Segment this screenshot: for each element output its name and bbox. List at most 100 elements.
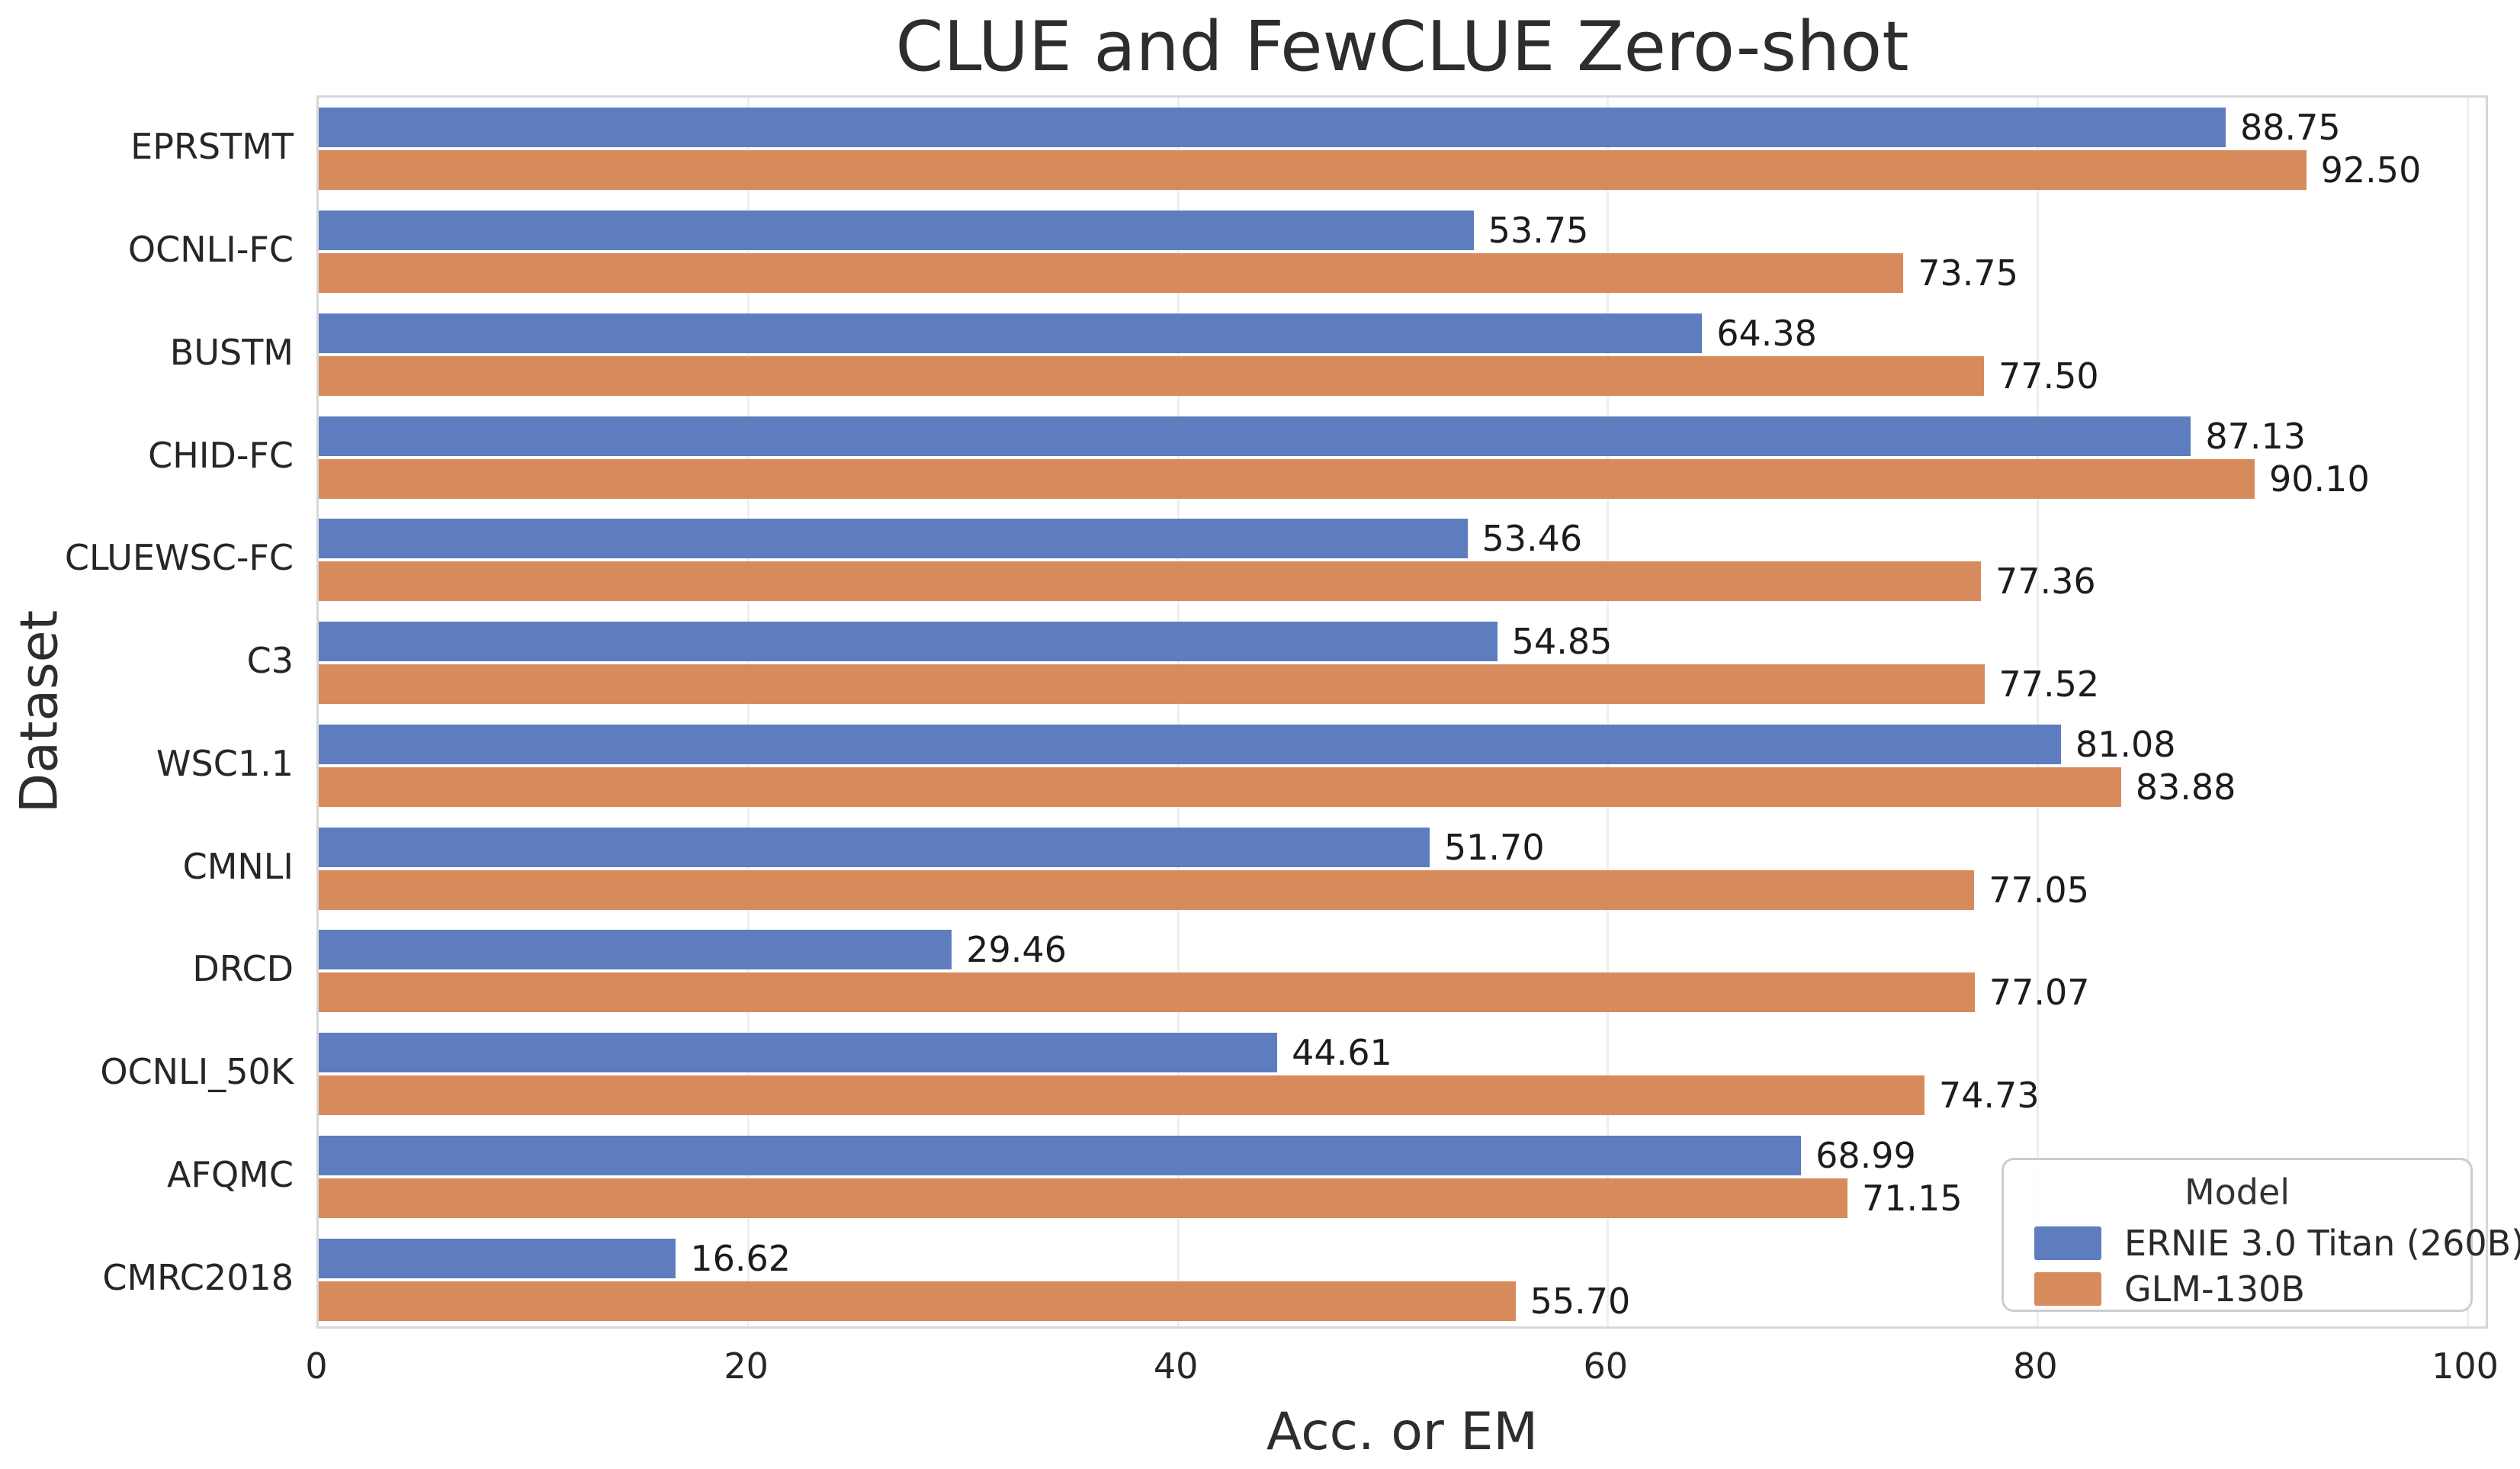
bar-ERNIE 3.0 Titan (260B): [319, 930, 952, 970]
bar-line: 73.75: [319, 252, 2486, 294]
bar-value-label: 73.75: [1918, 252, 2018, 294]
gridline-x-40: [1177, 98, 1180, 1326]
ytick-CMNLI: CMNLI: [182, 845, 294, 887]
bar-group-CLUEWSC-FC: 53.46 77.36: [319, 509, 2486, 612]
bar-line: 55.70: [319, 1281, 2486, 1321]
bar-group-AFQMC: 68.99 71.15: [319, 1126, 2486, 1229]
ytick-DRCD: DRCD: [192, 948, 294, 990]
ytick-CLUEWSC-FC: CLUEWSC-FC: [64, 537, 294, 579]
bar-GLM-130B: [319, 561, 1981, 602]
bar-line: 64.38: [319, 313, 2486, 353]
bar-group-OCNLI-FC: 53.75 73.75: [319, 201, 2486, 304]
bar-GLM-130B: [319, 458, 2255, 499]
bar-line: 74.73: [319, 1075, 2486, 1117]
bar-group-C3: 54.85 77.52: [319, 612, 2486, 715]
bar-GLM-130B: [319, 253, 1904, 294]
bar-line: 87.13: [319, 416, 2486, 456]
bar-GLM-130B: [319, 664, 1985, 705]
bar-line: 44.61: [319, 1032, 2486, 1074]
bar-GLM-130B: [319, 870, 1975, 910]
bar-value-label: 77.07: [1989, 972, 2090, 1014]
bar-value-label: 87.13: [2205, 415, 2307, 457]
bar-GLM-130B: [319, 972, 1975, 1013]
bar-ERNIE 3.0 Titan (260B): [319, 724, 2061, 764]
ytick-WSC1.1: WSC1.1: [156, 742, 294, 784]
bar-value-label: 77.50: [1998, 355, 2099, 397]
bar-line: 53.75: [319, 210, 2486, 252]
bar-group-EPRSTMT: 88.75 92.50: [319, 98, 2486, 201]
gridline-x-100: [2466, 98, 2469, 1326]
ytick-CMRC2018: CMRC2018: [102, 1256, 294, 1298]
bar-value-label: 74.73: [1938, 1075, 2040, 1117]
bar-line: 90.10: [319, 458, 2486, 499]
ytick-OCNLI_50K: OCNLI_50K: [100, 1051, 294, 1093]
ytick-CHID-FC: CHID-FC: [148, 434, 294, 476]
bar-line: 16.62: [319, 1237, 2486, 1279]
legend-label-0: ERNIE 3.0 Titan (260B): [2124, 1222, 2520, 1264]
bar-GLM-130B: [319, 1281, 1516, 1321]
xtick-40: 40: [1153, 1345, 1199, 1387]
legend: Model ERNIE 3.0 Titan (260B) GLM-130B: [2002, 1158, 2520, 1312]
bar-value-label: 44.61: [1292, 1032, 1392, 1074]
bar-line: 81.08: [319, 723, 2486, 765]
bar-value-label: 51.70: [1443, 826, 1545, 868]
ytick-EPRSTMT: EPRSTMT: [130, 126, 294, 168]
bar-line: 77.36: [319, 561, 2486, 603]
bar-group-WSC1.1: 81.08 83.88: [319, 715, 2486, 818]
bar-line: 92.50: [319, 149, 2486, 191]
bar-ERNIE 3.0 Titan (260B): [319, 108, 2226, 148]
bar-value-label: 64.38: [1716, 312, 1817, 354]
bar-line: 83.88: [319, 767, 2486, 807]
bar-GLM-130B: [319, 1075, 1925, 1116]
bar-ERNIE 3.0 Titan (260B): [319, 211, 1474, 251]
bar-ERNIE 3.0 Titan (260B): [319, 416, 2191, 456]
ytick-BUSTM: BUSTM: [169, 331, 294, 373]
bar-ERNIE 3.0 Titan (260B): [319, 519, 1468, 559]
bar-line: 54.85: [319, 621, 2486, 663]
ytick-AFQMC: AFQMC: [167, 1153, 294, 1195]
bar-GLM-130B: [319, 1178, 1847, 1218]
bar-value-label: 54.85: [1511, 621, 1613, 663]
gridline-x-80: [2036, 98, 2039, 1326]
bar-value-label: 92.50: [2320, 149, 2422, 191]
bar-value-label: 53.46: [1482, 518, 1583, 560]
ytick-OCNLI-FC: OCNLI-FC: [127, 229, 294, 271]
bar-value-label: 68.99: [1815, 1134, 1916, 1176]
bar-line: 51.70: [319, 826, 2486, 868]
bar-group-BUSTM: 64.38 77.50: [319, 304, 2486, 407]
bar-value-label: 77.52: [1998, 664, 2100, 706]
bar-line: 77.05: [319, 870, 2486, 910]
bar-line: 71.15: [319, 1178, 2486, 1218]
bar-line: 77.07: [319, 972, 2486, 1014]
legend-title: Model: [2184, 1172, 2290, 1213]
bar-line: 68.99: [319, 1134, 2486, 1176]
bar-value-label: 77.36: [1995, 561, 2096, 603]
plot-area: 88.75 92.50 53.75 73.75 64.38 77.50 87.13 90.10…: [316, 95, 2488, 1329]
bar-value-label: 53.75: [1488, 210, 1589, 252]
bar-value-label: 16.62: [690, 1237, 791, 1279]
xtick-80: 80: [2013, 1345, 2058, 1387]
bar-GLM-130B: [319, 355, 1984, 396]
xtick-100: 100: [2432, 1345, 2499, 1387]
bar-value-label: 29.46: [966, 929, 1067, 971]
xtick-0: 0: [305, 1345, 328, 1387]
legend-swatch-0: [2034, 1226, 2101, 1260]
gridline-x-60: [1607, 98, 1610, 1326]
ytick-C3: C3: [246, 640, 294, 682]
bar-line: 88.75: [319, 107, 2486, 149]
bar-value-label: 88.75: [2239, 107, 2341, 149]
legend-label-1: GLM-130B: [2124, 1268, 2305, 1310]
bar-value-label: 71.15: [1862, 1177, 1963, 1219]
legend-swatch-1: [2034, 1271, 2101, 1306]
bar-line: 77.50: [319, 355, 2486, 397]
xtick-20: 20: [724, 1345, 769, 1387]
bar-value-label: 81.08: [2075, 723, 2176, 765]
chart-title: CLUE and FewCLUE Zero-shot: [895, 7, 1909, 87]
legend-entry-0: ERNIE 3.0 Titan (260B): [2034, 1226, 2520, 1261]
xtick-60: 60: [1583, 1345, 1629, 1387]
bar-ERNIE 3.0 Titan (260B): [319, 827, 1430, 867]
gridline-x-20: [747, 98, 750, 1326]
bar-ERNIE 3.0 Titan (260B): [319, 1135, 1802, 1175]
x-axis-label: Acc. or EM: [1266, 1402, 1539, 1462]
